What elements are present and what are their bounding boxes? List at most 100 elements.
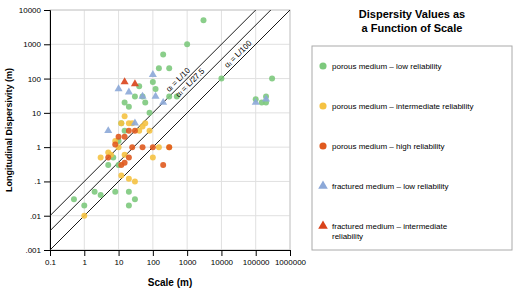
legend-label: porous medium – intermediate reliability [332, 102, 473, 111]
grid-line-y [50, 44, 290, 45]
data-point [184, 41, 190, 47]
x-axis-tick-label: 100 [147, 258, 161, 267]
data-point [132, 94, 138, 100]
data-point [121, 77, 129, 84]
y-axis-tick-mark [44, 44, 50, 45]
legend-label-line: reliability [332, 232, 363, 241]
data-point [125, 88, 133, 95]
data-point [262, 95, 270, 102]
data-point [132, 128, 138, 134]
legend-label-line: porous medium – intermediate reliability [332, 102, 473, 111]
data-point [112, 189, 118, 195]
data-point [81, 213, 87, 219]
y-axis: .001 .01 .1 1 10 100 1000 10000 [19, 6, 51, 255]
data-point [116, 134, 122, 140]
y-axis-tick: 1 [37, 143, 50, 152]
data-point [160, 162, 166, 168]
x-axis-tick: 1 [83, 250, 88, 267]
x-axis-tick: 0.1 [45, 250, 57, 267]
series-points [121, 77, 139, 86]
data-point [150, 144, 156, 150]
y-axis-tick-label: 1000 [23, 40, 41, 49]
x-axis-tick-mark [153, 250, 154, 256]
data-point [118, 172, 124, 178]
y-axis-tick-label: .001 [25, 246, 41, 255]
y-axis-tick-mark [44, 113, 50, 114]
data-point [252, 98, 260, 105]
data-point [153, 86, 159, 92]
data-point [147, 128, 153, 134]
data-point [98, 154, 104, 160]
data-point [98, 192, 104, 198]
data-point [126, 189, 132, 195]
x-axis-tick-mark [221, 250, 222, 256]
data-point [156, 65, 162, 71]
x-axis-tick-label: 1000000 [275, 258, 307, 267]
x-axis-tick: 1000000 [275, 250, 307, 267]
y-axis-tick-label: .01 [30, 212, 42, 221]
legend-label: porous medium – high reliability [332, 142, 445, 151]
data-point [149, 70, 157, 77]
x-axis-line [51, 251, 291, 257]
grid-line-y [50, 78, 290, 79]
series-points [71, 17, 275, 208]
title-line: Dispersity Values as [359, 8, 465, 20]
data-point [115, 84, 123, 91]
y-axis-tick-mark [44, 79, 50, 80]
x-axis-tick-label: 0.1 [45, 258, 57, 267]
data-point [166, 144, 172, 150]
grid-line-x [255, 10, 256, 250]
data-point [269, 76, 275, 82]
x-axis-tick: 100 [147, 250, 161, 267]
y-axis-tick-label: 10 [32, 109, 41, 118]
legend-label: fractured medium – low reliability [332, 182, 449, 191]
reference-line-label: αₗ = L/100 [223, 38, 254, 69]
legend-label-line: porous medium – low reliability [332, 62, 441, 71]
data-point [104, 126, 112, 133]
reference-line [50, 10, 290, 216]
y-axis-tick: .1 [34, 177, 50, 186]
data-point [131, 119, 139, 126]
data-point [71, 196, 77, 202]
x-axis-tick-mark [290, 250, 291, 256]
y-axis-tick: .01 [30, 212, 50, 221]
x-axis-tick-label: 1000 [179, 258, 197, 267]
reference-line [50, 10, 290, 231]
grid-line-x [118, 10, 119, 250]
data-point [152, 92, 160, 99]
legend-label-line: fractured medium – intermediate [332, 222, 448, 231]
legend-label-line: fractured medium – low reliability [332, 182, 449, 191]
x-axis-tick-label: 10 [115, 258, 124, 267]
legend-marker [319, 62, 326, 69]
x-axis: 0.11101001000100001000001000000 [45, 250, 307, 267]
x-axis-tick-mark [84, 250, 85, 256]
data-point [160, 52, 166, 58]
data-point [112, 141, 118, 147]
legend: porous medium – low reliability porous me… [312, 46, 512, 250]
data-point [156, 144, 162, 150]
title-line: a Function of Scale [362, 22, 463, 34]
x-axis-tick-mark [119, 250, 120, 256]
x-axis-tick-label: 1 [83, 258, 88, 267]
chart: 0.11101001000100001000001000000.001.01.1… [0, 0, 516, 298]
x-axis-title: Scale (m) [148, 277, 192, 288]
y-axis-tick-mark [44, 181, 50, 182]
data-point [92, 189, 98, 195]
y-axis-tick-label: 100 [28, 75, 42, 84]
data-point [150, 79, 156, 85]
data-point [122, 160, 128, 166]
data-point [126, 128, 132, 134]
data-point [122, 100, 128, 106]
data-point [166, 65, 172, 71]
legend-label: fractured medium – intermediatereliabili… [332, 222, 448, 241]
data-point [126, 176, 132, 182]
data-point [131, 79, 139, 86]
reference-line-label: αₗ = L/27.5 [174, 66, 207, 99]
data-point [132, 178, 138, 184]
legend-marker [318, 220, 328, 228]
y-axis-tick: 100 [28, 75, 50, 84]
legend-marker [319, 142, 326, 149]
plot-area [50, 10, 290, 250]
y-axis-line [44, 11, 51, 251]
y-axis-tick-label: 10000 [19, 6, 42, 15]
